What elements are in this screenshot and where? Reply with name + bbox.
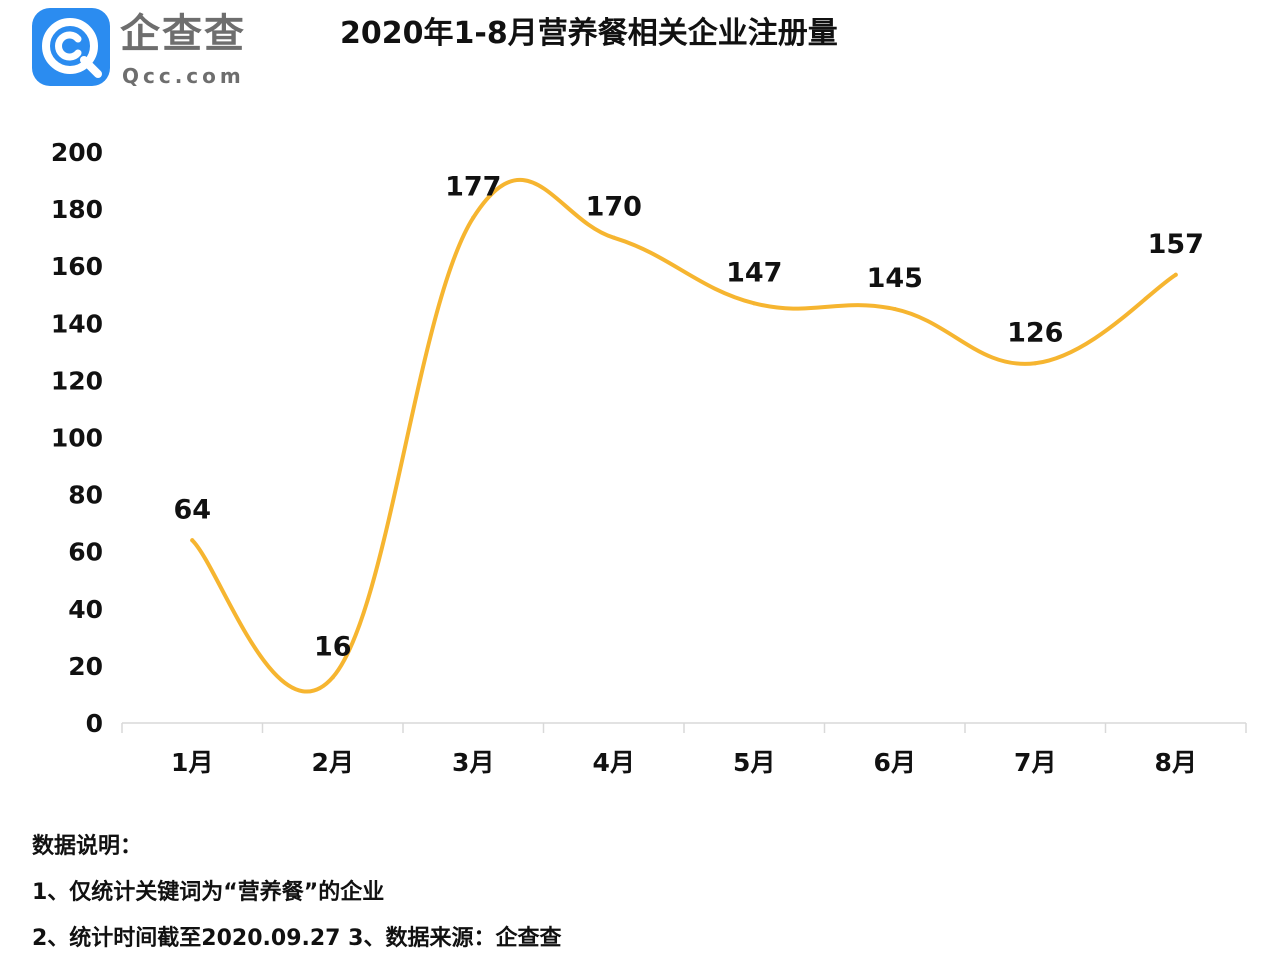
y-tick-label: 120 (51, 366, 103, 395)
y-tick-label: 160 (51, 252, 103, 281)
data-label: 157 (1148, 229, 1204, 260)
logo-name-cn: 企查查 (120, 11, 246, 57)
y-tick-label: 200 (51, 138, 103, 167)
data-label: 126 (1007, 317, 1063, 348)
y-tick-label: 180 (51, 195, 103, 224)
data-label: 147 (726, 257, 782, 288)
logo-name-en: Qcc.com (122, 64, 245, 88)
x-tick-label: 6月 (874, 748, 916, 777)
notes-line-2: 2、统计时间截至2020.09.27 3、数据来源：企查查 (32, 926, 562, 951)
data-label: 177 (445, 172, 501, 203)
logo-tail (80, 56, 102, 78)
data-point (190, 538, 195, 543)
data-notes: 数据说明： 1、仅统计关键词为“营养餐”的企业 2、统计时间截至2020.09.… (32, 824, 1132, 962)
logo: 企查查 Qcc.com (32, 8, 272, 92)
line-chart: 0 20 40 60 80 100 120 140 160 180 200 1月 2月 3月 4月 5月 6月 7… (51, 138, 1247, 777)
series-line (190, 178, 1178, 694)
data-label: 64 (173, 494, 211, 525)
data-label: 145 (867, 263, 923, 294)
data-point (1033, 361, 1038, 366)
data-point (752, 301, 757, 306)
x-tick-label: 5月 (733, 748, 775, 777)
x-tick-label: 4月 (593, 748, 635, 777)
data-label: 16 (314, 631, 352, 662)
logo-ring-outer (42, 18, 98, 74)
x-tick-label: 2月 (312, 748, 354, 777)
data-point (892, 307, 897, 312)
logo-inner-c (55, 31, 82, 61)
y-tick-label: 60 (68, 538, 103, 567)
data-point (611, 235, 616, 240)
data-point (330, 675, 335, 680)
logo-q-icon (32, 8, 110, 86)
x-tick-label: 3月 (452, 748, 494, 777)
y-tick-label: 140 (51, 309, 103, 338)
notes-heading: 数据说明： (32, 834, 143, 859)
x-tick-label: 7月 (1014, 748, 1056, 777)
y-tick-label: 100 (51, 424, 103, 453)
y-tick-label: 20 (68, 652, 103, 681)
y-tick-label: 40 (68, 595, 103, 624)
y-tick-label: 80 (68, 481, 103, 510)
x-tick-label: 8月 (1155, 748, 1197, 777)
y-tick-label: 0 (86, 709, 103, 738)
data-label: 170 (586, 192, 642, 223)
notes-line-1: 1、仅统计关键词为“营养餐”的企业 (32, 880, 385, 905)
data-point (1173, 272, 1178, 277)
chart-title: 2020年1-8月营养餐相关企业注册量 (340, 16, 838, 51)
x-tick-label: 1月 (171, 748, 213, 777)
data-point (471, 215, 476, 220)
